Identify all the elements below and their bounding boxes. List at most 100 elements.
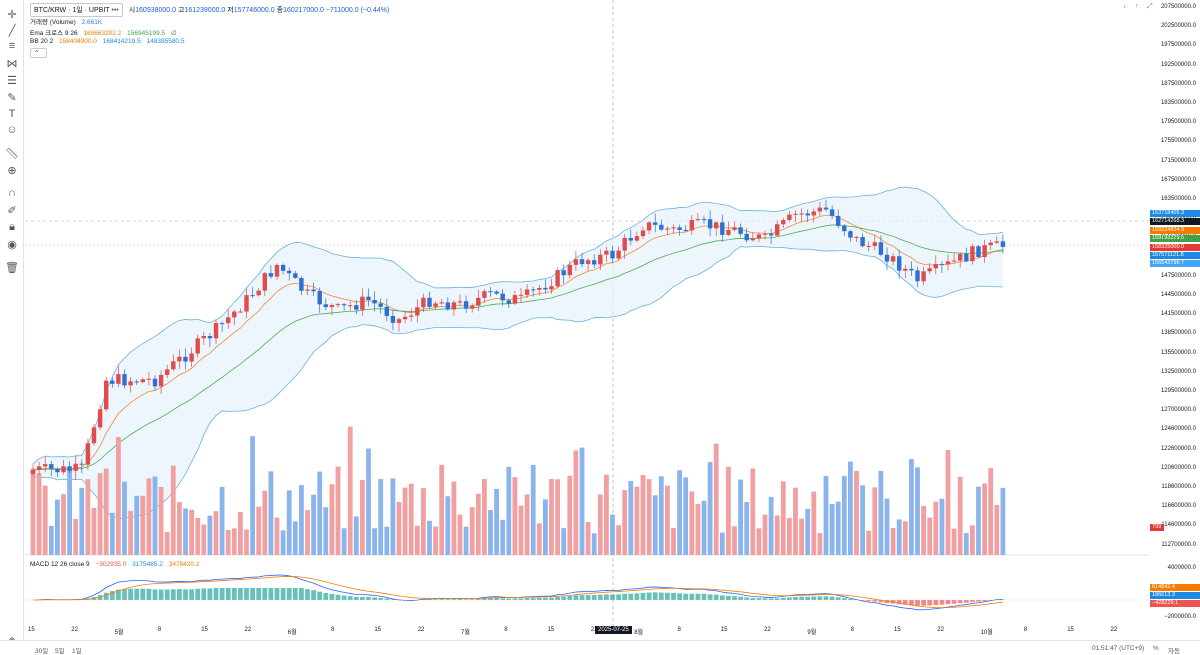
volume-bar [884,498,890,555]
auto-scale-toggle[interactable]: 자동 [1168,648,1180,655]
time-tick: 22 [764,627,771,633]
symbol-selector[interactable]: BTC/KRW · 1일 · UPBIT ••• [30,3,123,17]
volume-bar [384,526,390,555]
price-tag: 163718405.3 [1150,210,1200,217]
range-1d-button[interactable]: 1일 [72,648,82,655]
volume-bar [829,504,835,555]
scroll-down-icon[interactable]: ↓ [1123,3,1127,10]
fib-icon[interactable]: ☰ [7,74,17,87]
candle-body [506,300,511,304]
maximize-icon[interactable]: ⤢ [1147,3,1153,10]
volume-bar [939,498,945,555]
price-tick: 129500000.0 [1160,388,1196,394]
crosshair-date-label: 2025-07-25 [595,626,632,634]
range-5d-button[interactable]: 5일 [55,648,65,655]
volume-bar [488,510,493,555]
volume-bar [585,522,591,555]
change-value: −711000.0 (−0.44%) [325,7,390,14]
macd-axis[interactable]: 4000000.0 −2000000.0 614842.4 186613.3 −4282… [1150,560,1200,625]
pattern-icon[interactable]: ⋈ [6,57,18,70]
volume-bar [122,481,127,555]
macd-hist-bar [262,588,268,600]
macd-hist-bar [201,588,207,600]
emoji-icon[interactable]: ☺ [6,124,18,136]
range-30d-button[interactable]: 30일 [35,648,49,655]
price-tick: 202500000.0 [1160,23,1196,30]
trash-icon[interactable]: 🗑︎ [5,261,19,274]
horizontal-lines-icon[interactable]: ≡ [8,40,16,52]
time-tick: 9월 [807,630,817,636]
time-tick: 10월 [980,630,993,636]
volume-bar [817,533,823,555]
macd-hist-bar [909,600,914,606]
candle-body [476,297,481,306]
macd-hist-bar [360,596,365,600]
candle-body [640,230,646,237]
volume-bar [927,517,933,555]
macd-hist-bar [677,593,682,600]
price-axis[interactable]: 207500000.0 202500000.0 197500000.0 1925000… [1150,0,1200,560]
ohlc-readout: 시160938000.0 고161239000.0 저157746000.0 종… [129,7,390,14]
candle-body [781,220,786,225]
trendline-icon[interactable]: ╱ [8,24,16,37]
volume-bar [97,473,103,555]
volume-bar [988,468,994,555]
ema-hidden-icon[interactable]: ∅ [170,30,177,37]
zoom-icon[interactable]: ⊕ [7,164,17,177]
candle-body [390,316,396,323]
candle-body [592,260,597,265]
crosshair-icon[interactable]: ✛ [7,8,17,21]
volume-bar [341,528,347,555]
macd-hist-bar [488,598,493,600]
volume-bar [561,528,567,555]
price-chart[interactable] [25,0,1150,625]
candle-body [659,224,664,230]
time-tick: 8 [157,627,162,633]
magnet-icon[interactable]: ∩ [8,187,16,199]
scroll-up-icon[interactable]: ↑ [1135,3,1139,10]
volume-bar [750,468,756,555]
text-icon[interactable]: T [8,108,16,120]
time-axis[interactable]: 15 22 5월 8 15 22 6월 8 15 22 7월 8 15 22 8월 8 15 22 9월 8 15 22 1… [25,625,1150,637]
volume-bar [933,501,939,555]
ruler-icon[interactable]: 📏︎ [5,147,19,160]
macd-hist-bar [591,594,597,600]
lock-draw-icon[interactable]: ✐ [7,204,17,217]
percent-toggle[interactable]: % [1153,645,1159,652]
macd-hist-bar [219,588,225,600]
candle-body [396,319,402,323]
volume-bar [390,478,396,555]
candle-body [842,225,847,232]
macd-hist-bar [378,597,384,600]
macd-hist-bar [152,589,158,600]
macd-hist-bar [939,600,945,605]
candle-body [677,227,682,230]
collapse-legend-button[interactable]: ⌃ [30,48,48,58]
time-tick: 7월 [461,630,470,636]
candle-body [348,305,353,307]
volume-legend[interactable]: 거래량 (Volume) 2.661K [30,16,106,26]
lock-icon[interactable]: 🔒︎ [9,220,15,233]
candle-body [146,378,152,380]
macd-hist-bar [665,592,670,600]
macd-legend[interactable]: MACD 12 26 close 9 −302935.0 3175485.2 3… [30,561,203,568]
bb-legend[interactable]: BB 20 2 158404900.0 168414219.5 14839558… [30,38,188,45]
volume-bar [231,528,237,555]
ema-legend-label: Ema 크로스 9 26 [30,30,78,37]
volume-bar [177,502,182,555]
ema-legend[interactable]: Ema 크로스 9 26 160663202.2 156945199.5 ∅ [30,27,181,37]
candle-body [683,229,688,231]
clock-label[interactable]: 01:51:47 (UTC+9) [1092,645,1145,652]
macd-hist-bar [189,589,194,600]
time-tick: 22 [71,627,78,633]
candle-body [165,369,170,375]
price-tick: 141500000.0 [1160,311,1196,318]
candle-body [500,293,505,301]
candle-body [939,264,945,266]
brush-icon[interactable]: ✎ [7,91,17,104]
volume-bar [683,477,689,555]
candle-body [494,291,499,294]
more-icon[interactable]: ••• [111,7,119,14]
eye-icon[interactable]: ◉ [7,238,17,251]
macd-hist-bar [951,600,957,604]
